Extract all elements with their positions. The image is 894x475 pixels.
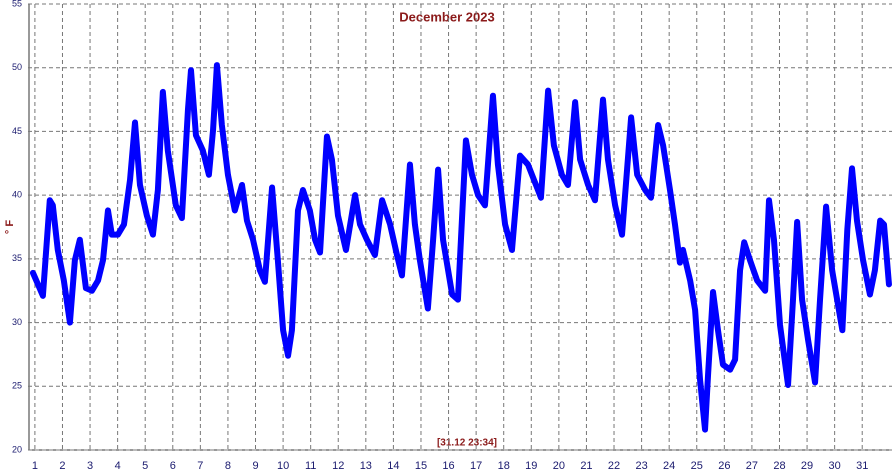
y-tick-label: 55 [12, 0, 22, 8]
x-tick-label: 28 [773, 460, 785, 472]
x-tick-label: 20 [553, 460, 565, 472]
x-tick-label: 3 [87, 460, 93, 472]
x-tick-label: 18 [498, 460, 510, 472]
x-tick-label: 12 [332, 460, 344, 472]
x-tick-label: 23 [635, 460, 647, 472]
x-tick-label: 15 [415, 460, 427, 472]
x-tick-label: 21 [580, 460, 592, 472]
x-tick-label: 24 [663, 460, 675, 472]
y-tick-label: 30 [12, 317, 22, 327]
x-tick-label: 19 [525, 460, 537, 472]
x-tick-label: 30 [829, 460, 841, 472]
chart-title: December 2023 [399, 9, 494, 24]
x-tick-label: 9 [252, 460, 258, 472]
x-tick-label: 4 [115, 460, 121, 472]
x-tick-label: 11 [305, 460, 316, 472]
x-tick-label: 2 [59, 460, 65, 472]
x-tick-label: 13 [360, 460, 372, 472]
x-tick-label: 27 [746, 460, 758, 472]
y-tick-label: 35 [12, 253, 22, 263]
x-tick-label: 10 [277, 460, 289, 472]
temperature-line [29, 62, 892, 433]
y-axis-label: ° F [4, 220, 16, 234]
x-tick-label: 7 [197, 460, 203, 472]
y-tick-label: 45 [12, 126, 22, 136]
x-tick-label: 17 [470, 460, 482, 472]
x-tick-label: 5 [142, 460, 148, 472]
x-tick-label: 26 [718, 460, 730, 472]
x-tick-label: 31 [856, 460, 868, 472]
annotation: [31.12 23:34] [437, 438, 497, 449]
x-tick-label: 1 [32, 460, 38, 472]
x-tick-label: 14 [387, 460, 399, 472]
x-tick-label: 16 [442, 460, 454, 472]
y-tick-label: 50 [12, 62, 22, 72]
x-tick-label: 29 [801, 460, 813, 472]
y-tick-label: 40 [12, 190, 22, 200]
x-tick-label: 22 [608, 460, 620, 472]
x-tick-label: 8 [225, 460, 231, 472]
x-tick-label: 6 [170, 460, 176, 472]
x-tick-label: 25 [691, 460, 703, 472]
y-tick-label: 25 [12, 381, 22, 391]
y-tick-label: 20 [12, 444, 22, 454]
